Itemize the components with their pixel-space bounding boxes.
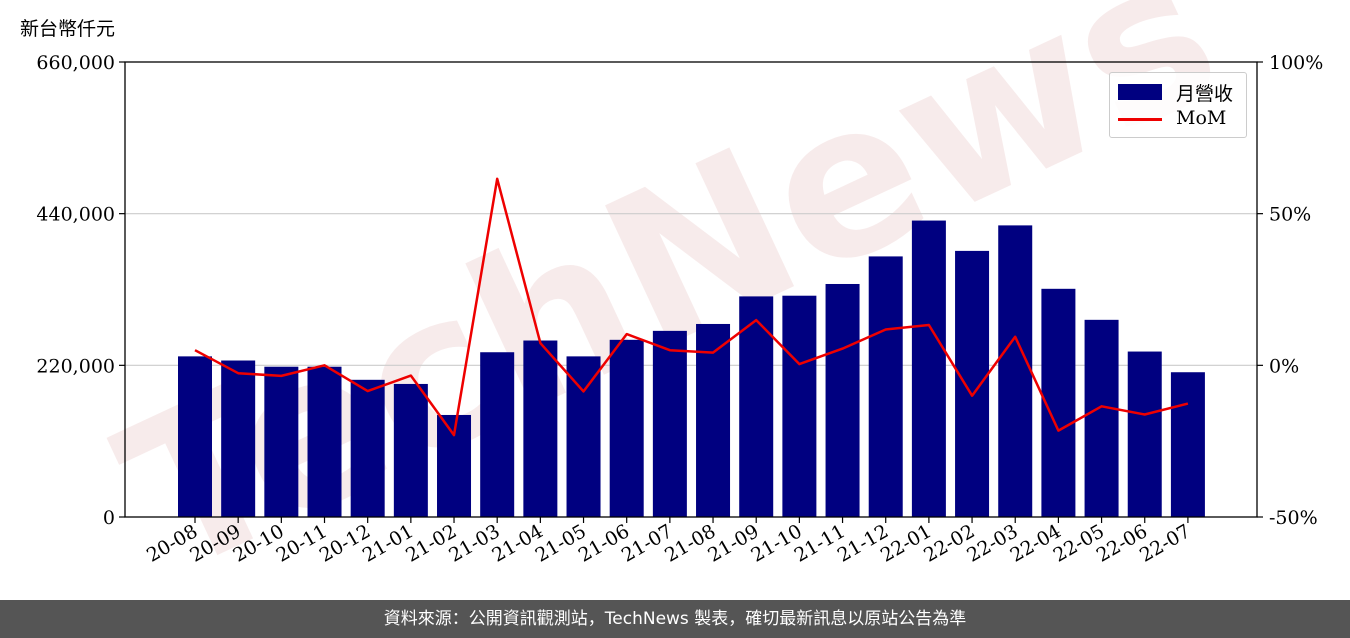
- revenue-bar: [221, 360, 256, 517]
- y-right-tick-label: 100%: [1269, 52, 1323, 74]
- revenue-bar: [696, 323, 731, 517]
- revenue-bar: [350, 379, 385, 517]
- revenue-bar: [1041, 288, 1076, 517]
- revenue-bar: [566, 356, 601, 517]
- revenue-bar: [1170, 372, 1205, 517]
- revenue-bar: [480, 352, 515, 517]
- revenue-bar: [178, 356, 212, 517]
- legend-item-mom: MoM: [1110, 105, 1246, 133]
- y-right-tick-label: 50%: [1269, 204, 1311, 226]
- y-left-tick-label: 0: [103, 507, 115, 529]
- legend-line-swatch: [1118, 118, 1162, 121]
- legend-item-revenue: 月營收: [1110, 77, 1246, 105]
- revenue-bar: [609, 339, 644, 517]
- revenue-bar: [264, 366, 299, 517]
- revenue-bar: [868, 256, 903, 517]
- y-left-tick-label: 440,000: [36, 204, 115, 226]
- y-right-tick-label: -50%: [1269, 507, 1318, 529]
- source-footer: 資料來源：公開資訊觀測站，TechNews 製表，確切最新訊息以原站公告為準: [0, 600, 1350, 638]
- legend-bar-swatch: [1118, 84, 1162, 100]
- x-tick-label: 22-07: [1136, 520, 1194, 566]
- revenue-bar: [1127, 351, 1162, 517]
- y-right-tick-label: 0%: [1269, 355, 1299, 377]
- revenue-bar: [782, 295, 817, 517]
- legend-label-mom: MoM: [1176, 107, 1227, 129]
- revenue-bar: [652, 330, 687, 517]
- legend: 月營收 MoM: [1109, 72, 1247, 138]
- revenue-bar: [955, 250, 990, 518]
- y-left-tick-label: 220,000: [36, 355, 115, 377]
- chart-area: TechNews 0220,000440,000660,000-50%0%50%…: [36, 0, 1323, 600]
- revenue-bar: [825, 283, 860, 517]
- revenue-bar: [523, 340, 558, 517]
- mom-line: [194, 177, 1189, 437]
- bar-series: [178, 220, 1205, 518]
- revenue-bar: [998, 225, 1033, 518]
- plot-frame: [124, 61, 1258, 518]
- revenue-bar: [307, 366, 342, 517]
- y-left-tick-label: 660,000: [36, 52, 115, 74]
- y-axis-unit-label: 新台幣仟元: [20, 18, 116, 40]
- legend-label-revenue: 月營收: [1176, 83, 1234, 105]
- revenue-bar: [393, 383, 428, 517]
- revenue-bar: [911, 220, 946, 517]
- revenue-bar: [1084, 319, 1119, 517]
